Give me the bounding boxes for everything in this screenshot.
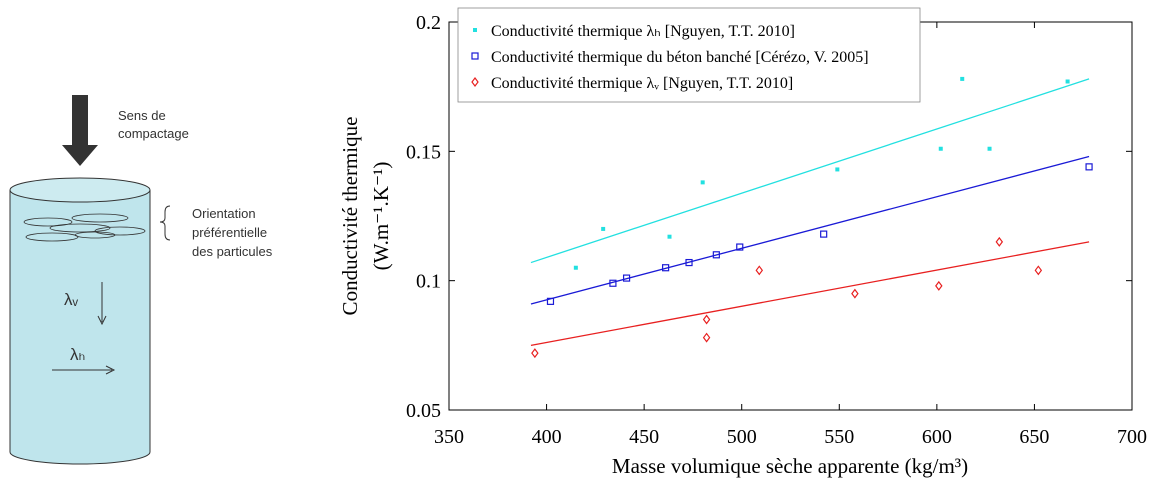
vertical-arrow (97, 282, 107, 326)
point (960, 76, 965, 81)
chart: Masse volumique sèche apparente (kg/m³) … (338, 7, 1147, 478)
point (1065, 79, 1070, 84)
point (1034, 265, 1043, 276)
x-tick-label: 450 (629, 426, 659, 448)
compaction-arrow (62, 95, 98, 166)
point (531, 348, 539, 359)
orientation-label: Orientation (192, 206, 256, 221)
point (755, 265, 764, 276)
point (700, 180, 705, 185)
trend-line (530, 155, 1090, 305)
point (835, 167, 840, 172)
point (1085, 163, 1093, 171)
point (622, 274, 631, 282)
legend-label: Conductivité thermique λₕ [Nguyen, T.T. … (491, 23, 795, 40)
point (995, 236, 1004, 247)
point (712, 251, 720, 259)
legend-label: Conductivité thermique λᵥ [Nguyen, T.T. … (491, 75, 793, 92)
point (702, 314, 711, 325)
point (685, 258, 693, 267)
point (987, 146, 992, 151)
point (702, 332, 711, 343)
y-axis-label: (W.m⁻¹.K⁻¹) (369, 162, 393, 271)
horizontal-arrow (52, 365, 116, 375)
trend-line (530, 241, 1090, 346)
y-tick-label: 0.05 (406, 400, 441, 422)
y-tick-label: 0.15 (406, 141, 441, 163)
point (820, 230, 828, 238)
point (573, 265, 578, 270)
lambda-v: λᵥ (64, 290, 79, 309)
brace (159, 205, 171, 241)
compaction-label: Sens de (118, 108, 166, 123)
legend-marker (473, 28, 477, 32)
lambda-h: λₕ (70, 345, 85, 364)
point (546, 297, 555, 305)
compaction-label: compactage (118, 126, 189, 141)
y-axis-label: Conductivité thermique (338, 117, 362, 316)
y-tick-label: 0.2 (416, 12, 441, 34)
legend-box (457, 7, 921, 103)
point (935, 280, 943, 291)
y-tick-label: 0.1 (416, 271, 441, 293)
x-tick-label: 650 (1019, 426, 1049, 448)
x-tick-label: 400 (532, 426, 562, 448)
orientation-label: préférentielle (192, 225, 267, 240)
point (609, 279, 617, 287)
x-tick-label: 700 (1117, 426, 1147, 448)
point (736, 243, 744, 251)
x-tick-label: 500 (727, 426, 757, 448)
point (601, 226, 606, 231)
x-tick-label: 350 (434, 426, 464, 448)
cylinder-top (9, 177, 151, 203)
legend-marker (471, 77, 479, 87)
orientation-label: des particules (192, 244, 273, 259)
particles (23, 213, 146, 242)
trend-line (530, 78, 1090, 264)
point (851, 288, 859, 299)
point (938, 146, 943, 151)
x-tick-label: 550 (824, 426, 854, 448)
x-tick-label: 600 (922, 426, 952, 448)
legend-marker (471, 52, 479, 60)
cylinder-body (9, 190, 151, 465)
x-axis-label: Masse volumique sèche apparente (kg/m³) (612, 454, 968, 478)
legend-label: Conductivité thermique du béton banché [… (491, 49, 869, 66)
point (667, 234, 672, 239)
diagram: Sens de compactage Orientation préférent… (9, 95, 273, 465)
point (662, 264, 670, 272)
